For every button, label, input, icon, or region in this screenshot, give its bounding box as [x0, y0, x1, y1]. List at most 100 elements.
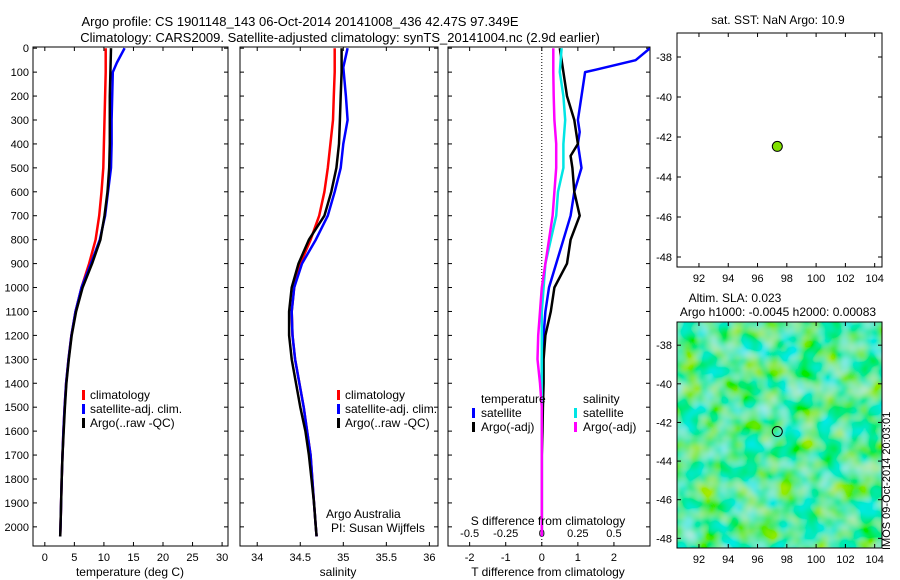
difference-legend: temperature salinitysatelliteArgo(-adj)sa…: [472, 392, 636, 434]
depth-tick-label: 600: [11, 187, 29, 199]
map-y-tick-label: -46: [656, 212, 672, 224]
difference-xlabel: T difference from climatology: [471, 565, 625, 579]
legend-swatch: [82, 404, 85, 414]
map-x-tick-label: 92: [693, 554, 705, 566]
salinity-panel: 34 34.5 35 35.5 36 salinity climatologysatel…: [239, 46, 439, 579]
depth-tick-label: 1300: [5, 354, 29, 366]
series-line: [536, 48, 558, 537]
depth-tick-label: 400: [11, 139, 29, 151]
annotation-line2: PI: Susan Wijffels: [331, 521, 425, 535]
map-y-tick-label: -38: [656, 52, 672, 64]
legend-swatch: [337, 404, 340, 414]
annotation-line1: Argo Australia: [326, 507, 401, 521]
x-tick-label: 25: [186, 552, 198, 564]
map-x-tick-label: 96: [751, 554, 763, 566]
depth-tick-label: 1000: [5, 283, 29, 295]
legend-label: satellite: [481, 406, 522, 420]
map-y-tick-label: -40: [656, 92, 672, 104]
legend-label: Argo(..raw -QC): [345, 416, 430, 430]
map-y-tick-label: -44: [656, 456, 672, 468]
difference-depth-ticks: [448, 47, 650, 528]
legend-label: satellite-adj. clim.: [345, 402, 437, 416]
map-x-tick-label: 102: [836, 273, 854, 285]
series-line: [540, 47, 650, 537]
map-x-tick-label: 104: [865, 554, 883, 566]
sla-map-panel: Altim. SLA: 0.023 Argo h1000: -0.0045 h2…: [656, 291, 884, 566]
map-y-tick-label: -48: [656, 252, 672, 264]
depth-tick-label: 1900: [5, 498, 29, 510]
depth-tick-label: 500: [11, 163, 29, 175]
x-tick-label: 20: [157, 552, 169, 564]
legend-swatch: [337, 390, 340, 400]
temperature-series: [58, 47, 126, 537]
temperature-panel: 0100200300400500600700800900100011001200…: [5, 43, 229, 579]
sla-heatmap-texture: [677, 322, 882, 548]
salinity-diff-tick-label: 0.25: [567, 528, 588, 540]
map-y-tick-label: -48: [656, 533, 672, 545]
map-y-tick-label: -42: [656, 417, 672, 429]
legend-swatch: [472, 408, 475, 418]
float-position-marker: [771, 140, 783, 152]
series-line: [58, 48, 107, 537]
legend-label: Argo(-adj): [583, 420, 636, 434]
series-line: [290, 48, 336, 537]
x-tick-label: 34: [251, 552, 263, 564]
map-x-tick-label: 94: [722, 554, 734, 566]
depth-tick-label: 0: [23, 43, 29, 55]
sst-map-title: sat. SST: NaN Argo: 10.9: [711, 13, 845, 27]
legend-swatch: [82, 390, 85, 400]
depth-tick-label: 800: [11, 235, 29, 247]
x-tick-label: 5: [71, 552, 77, 564]
legend-swatch: [574, 422, 577, 432]
map-x-tick-label: 100: [807, 554, 825, 566]
depth-tick-label: 1600: [5, 426, 29, 438]
figure-title-line2: Climatology: CARS2009. Satellite-adjuste…: [80, 30, 600, 45]
x-tick-label: 35.5: [376, 552, 397, 564]
depth-tick-label: 1700: [5, 450, 29, 462]
map-y-tick-label: -42: [656, 132, 672, 144]
side-stamp: IMOS 09-Oct-2014 20:03:01: [881, 412, 893, 550]
x-tick-label: 1: [575, 552, 581, 564]
map-x-tick-label: 94: [722, 273, 734, 285]
depth-tick-label: 200: [11, 91, 29, 103]
depth-axis: 0 100 200 300 400 500 600 700 800 900 1000 1100 1200…: [5, 43, 228, 534]
depth-tick-label: 2000: [5, 522, 29, 534]
legend-swatch: [82, 418, 85, 428]
sst-map-points: [771, 140, 783, 152]
map-y-tick-label: -38: [656, 340, 672, 352]
legend-label: Argo(..raw -QC): [90, 416, 175, 430]
series-line: [287, 48, 343, 537]
salinity-diff-tick-label: -0.25: [493, 528, 518, 540]
temperature-xlabel: temperature (deg C): [76, 565, 184, 579]
sla-map-subtitle: Argo h1000: -0.0045 h2000: 0.00083: [680, 305, 876, 319]
x-tick-label: 0: [539, 552, 545, 564]
legend-label: climatology: [90, 388, 150, 402]
series-line: [58, 48, 113, 537]
map-x-tick-label: 92: [693, 273, 705, 285]
map-y-tick-label: -44: [656, 172, 672, 184]
map-y-tick-label: -46: [656, 495, 672, 507]
sst-map-axes: 92 94 96 98 100 102 104 -38 -40 -42 -44 -46 -48: [656, 33, 884, 285]
legend-title-temperature: temperature: [481, 392, 546, 406]
difference-xlabel-top: S difference from climatology: [471, 514, 626, 528]
float-position-marker: [771, 426, 783, 438]
difference-series: [536, 47, 650, 537]
figure-title-line1: Argo profile: CS 1901148_143 06-Oct-2014…: [81, 14, 518, 29]
map-x-tick-label: 104: [865, 273, 883, 285]
depth-tick-label: 900: [11, 259, 29, 271]
x-tick-label: -2: [465, 552, 475, 564]
legend-label: climatology: [345, 388, 405, 402]
sst-map-panel: sat. SST: NaN Argo: 10.9 92 94 96 98 100 102 1…: [656, 13, 884, 285]
x-tick-label: 34.5: [290, 552, 311, 564]
legend-label: Argo(-adj): [481, 420, 534, 434]
salinity-diff-tick-label: 0.5: [606, 528, 621, 540]
x-tick-label: 35: [337, 552, 349, 564]
sla-map-title: Altim. SLA: 0.023: [689, 291, 782, 305]
legend-label: satellite: [583, 406, 624, 420]
map-x-tick-label: 98: [781, 554, 793, 566]
salinity-diff-tick-label: -0.5: [460, 528, 479, 540]
